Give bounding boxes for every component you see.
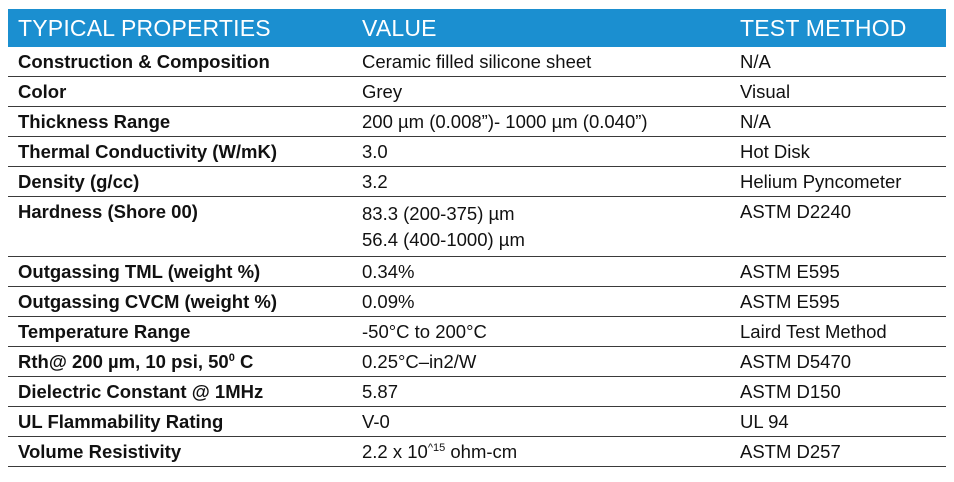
value-cell: 0.25°C–in2/W bbox=[352, 346, 730, 377]
value-cell: 200 µm (0.008”)- 1000 µm (0.040”) bbox=[352, 106, 730, 137]
property-cell: UL Flammability Rating bbox=[8, 406, 352, 437]
table-row: Color Grey Visual bbox=[8, 76, 946, 107]
property-cell: Color bbox=[8, 76, 352, 107]
value-cell: 3.2 bbox=[352, 166, 730, 197]
properties-table: TYPICAL PROPERTIES VALUE TEST METHOD Con… bbox=[8, 9, 946, 467]
value-line: 56.4 (400-1000) µm bbox=[362, 229, 525, 250]
value-cell: 2.2 x 10^15 ohm-cm bbox=[352, 436, 730, 467]
method-cell: N/A bbox=[730, 106, 946, 137]
header-test-method: TEST METHOD bbox=[740, 14, 907, 41]
value-superscript: ^15 bbox=[427, 441, 446, 454]
table-row: Density (g/cc) 3.2 Helium Pyncometer bbox=[8, 166, 946, 197]
table-row: UL Flammability Rating V-0 UL 94 bbox=[8, 406, 946, 437]
property-cell: Volume Resistivity bbox=[8, 436, 352, 467]
property-text-tail: C bbox=[234, 350, 254, 372]
value-cell: -50°C to 200°C bbox=[352, 316, 730, 347]
table-header: TYPICAL PROPERTIES VALUE TEST METHOD bbox=[8, 9, 946, 47]
property-cell: Density (g/cc) bbox=[8, 166, 352, 197]
method-cell: Helium Pyncometer bbox=[730, 166, 946, 197]
value-text: 2.2 x 10 bbox=[362, 440, 428, 462]
method-cell: Hot Disk bbox=[730, 136, 946, 167]
table-row: Thermal Conductivity (W/mK) 3.0 Hot Disk bbox=[8, 136, 946, 167]
value-cell: 5.87 bbox=[352, 376, 730, 407]
value-cell: 83.3 (200-375) µm 56.4 (400-1000) µm bbox=[352, 196, 730, 257]
property-cell: Outgassing CVCM (weight %) bbox=[8, 286, 352, 317]
property-text: Rth@ 200 µm, 10 psi, 50 bbox=[18, 350, 229, 372]
property-cell: Outgassing TML (weight %) bbox=[8, 256, 352, 287]
property-superscript: 0 bbox=[228, 351, 235, 364]
header-row: TYPICAL PROPERTIES VALUE TEST METHOD bbox=[8, 9, 946, 47]
property-cell: Construction & Composition bbox=[8, 47, 352, 77]
value-text-tail: ohm-cm bbox=[445, 440, 518, 462]
property-cell: Temperature Range bbox=[8, 316, 352, 347]
method-cell: ASTM E595 bbox=[730, 256, 946, 287]
table-row: Outgassing TML (weight %) 0.34% ASTM E59… bbox=[8, 256, 946, 287]
table-row: Hardness (Shore 00) 83.3 (200-375) µm 56… bbox=[8, 196, 946, 257]
property-cell: Dielectric Constant @ 1MHz bbox=[8, 376, 352, 407]
property-cell: Rth@ 200 µm, 10 psi, 500 C bbox=[8, 346, 352, 377]
property-cell: Thickness Range bbox=[8, 106, 352, 137]
table-row: Construction & Composition Ceramic fille… bbox=[8, 47, 946, 77]
table-row: Rth@ 200 µm, 10 psi, 500 C 0.25°C–in2/W … bbox=[8, 346, 946, 377]
property-cell: Hardness (Shore 00) bbox=[8, 196, 352, 257]
method-cell: Laird Test Method bbox=[730, 316, 946, 347]
value-cell: 0.34% bbox=[352, 256, 730, 287]
value-cell: 3.0 bbox=[352, 136, 730, 167]
table-row: Dielectric Constant @ 1MHz 5.87 ASTM D15… bbox=[8, 376, 946, 407]
value-cell: Ceramic filled silicone sheet bbox=[352, 47, 730, 77]
value-cell: V-0 bbox=[352, 406, 730, 437]
method-cell: ASTM D257 bbox=[730, 436, 946, 467]
value-cell: 0.09% bbox=[352, 286, 730, 317]
method-cell: ASTM D150 bbox=[730, 376, 946, 407]
method-cell: ASTM E595 bbox=[730, 286, 946, 317]
method-cell: UL 94 bbox=[730, 406, 946, 437]
table-row: Outgassing CVCM (weight %) 0.09% ASTM E5… bbox=[8, 286, 946, 317]
table-row: Volume Resistivity 2.2 x 10^15 ohm-cm AS… bbox=[8, 436, 946, 467]
property-cell: Thermal Conductivity (W/mK) bbox=[8, 136, 352, 167]
method-cell: Visual bbox=[730, 76, 946, 107]
header-typical-properties: TYPICAL PROPERTIES bbox=[18, 14, 271, 41]
table-body: Construction & Composition Ceramic fille… bbox=[8, 47, 946, 467]
table-row: Thickness Range 200 µm (0.008”)- 1000 µm… bbox=[8, 106, 946, 137]
method-cell: N/A bbox=[730, 47, 946, 77]
value-cell: Grey bbox=[352, 76, 730, 107]
method-cell: ASTM D2240 bbox=[730, 196, 946, 257]
method-cell: ASTM D5470 bbox=[730, 346, 946, 377]
table-row: Temperature Range -50°C to 200°C Laird T… bbox=[8, 316, 946, 347]
value-line: 83.3 (200-375) µm bbox=[362, 203, 515, 224]
header-value: VALUE bbox=[362, 14, 437, 41]
